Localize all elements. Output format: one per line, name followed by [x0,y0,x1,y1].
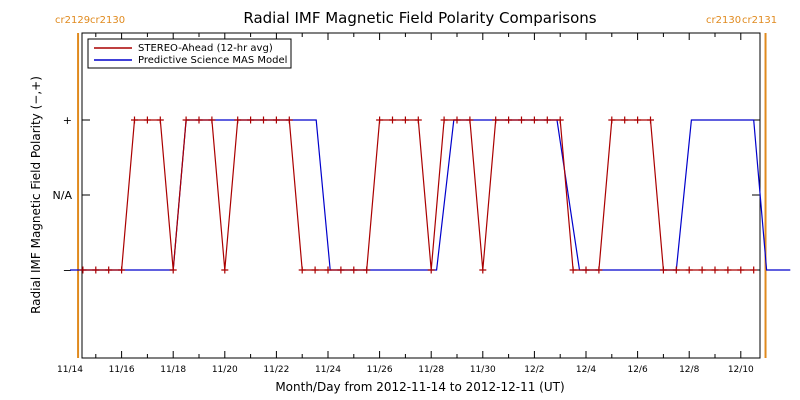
x-tick-label: 11/30 [470,365,496,375]
x-tick-label: 11/18 [160,365,186,375]
x-tick-label: 11/16 [109,365,135,375]
data-point-stereo [208,116,216,124]
y-level-label: + [63,114,72,127]
cr-label-left-b: cr2130 [90,15,125,26]
x-axis-label: Month/Day from 2012-11-14 to 2012-12-11 … [275,380,564,394]
data-point-stereo [143,116,151,124]
data-point-stereo [466,116,474,124]
data-point-stereo [389,116,396,124]
data-point-stereo [234,116,242,124]
x-tick-label: 12/2 [524,365,544,375]
data-point-stereo [376,116,384,124]
x-tick-label: 11/26 [367,365,393,375]
data-point-stereo [672,266,680,274]
data-point-stereo [492,116,500,124]
data-point-stereo [414,116,422,124]
plot-frame [81,32,761,359]
carrington-lines [77,33,767,358]
data-point-stereo [569,266,577,274]
x-tick-label: 12/8 [679,365,699,375]
data-point-stereo [195,116,203,124]
x-axis-ticks: 11/14 11/16 11/18 11/20 11/22 11/24 11/26 11/28… [57,33,754,375]
data-point-stereo [453,116,461,124]
data-point-stereo [479,266,487,274]
cr-label-right-a: cr2130 [706,15,741,26]
legend: STEREO-Ahead (12-hr avg) Predictive Scie… [87,38,292,69]
data-point-stereo [221,266,229,274]
data-point-stereo [518,116,525,124]
data-point-stereo [750,266,758,274]
data-point-stereo [272,116,280,124]
data-point-stereo [647,116,654,124]
data-point-stereo [608,116,616,124]
y-level-label: N/A [53,189,73,202]
data-point-stereo [92,266,100,274]
data-point-stereo [182,116,190,124]
data-point-stereo [530,116,538,124]
data-point-stereo [737,266,745,274]
data-point-stereo [634,116,642,124]
data-point-stereo [659,266,667,274]
data-point-stereo [621,116,629,124]
data-point-stereo [324,266,332,274]
data-point-stereo [595,266,603,274]
data-point-stereo [582,266,590,274]
legend-label-mas: Predictive Science MAS Model [138,55,287,66]
data-point-stereo [337,266,345,274]
x-tick-label: 12/4 [576,365,596,375]
data-point-stereo [711,266,719,274]
x-tick-label: 11/14 [57,365,83,375]
data-point-stereo [363,266,371,274]
x-tick-label: 11/28 [418,365,444,375]
y-axis-label: Radial IMF Magnetic Field Polarity (−,+) [29,76,43,314]
data-point-stereo [724,266,732,274]
x-tick-label: 11/22 [263,365,289,375]
cr-label-left-a: cr2129 [55,15,90,26]
data-point-stereo [79,266,87,274]
series-line-mas [70,119,791,271]
legend-box [87,38,292,69]
data-point-stereo [401,116,409,124]
chart-title: Radial IMF Magnetic Field Polarity Compa… [243,9,596,27]
data-point-stereo [285,116,293,124]
data-point-stereo [505,116,513,124]
x-tick-label: 11/20 [212,365,238,375]
data-point-stereo [350,266,358,274]
y-level-label: − [63,264,72,277]
data-point-stereo [298,266,306,274]
y-axis-ticks: − N/A + [53,114,760,277]
data-point-stereo [105,266,113,274]
data-point-stereo [440,116,448,124]
x-tick-label: 12/10 [728,365,754,375]
data-point-stereo [156,116,164,124]
data-point-stereo [260,116,267,124]
series-line-stereo [82,119,754,271]
data-point-stereo [131,116,138,124]
data-point-stereo [118,266,126,274]
x-tick-label: 12/6 [627,365,647,375]
data-point-stereo [698,266,706,274]
legend-label-stereo: STEREO-Ahead (12-hr avg) [138,43,273,54]
data-point-stereo [247,116,255,124]
series-lines [70,116,791,274]
data-point-stereo [543,116,551,124]
data-point-stereo [427,266,435,274]
data-point-stereo [685,266,693,274]
cr-label-right-b: cr2131 [742,15,777,26]
data-point-stereo [169,266,177,274]
data-point-stereo [311,266,319,274]
x-tick-label: 11/24 [315,365,341,375]
data-point-stereo [556,116,564,124]
